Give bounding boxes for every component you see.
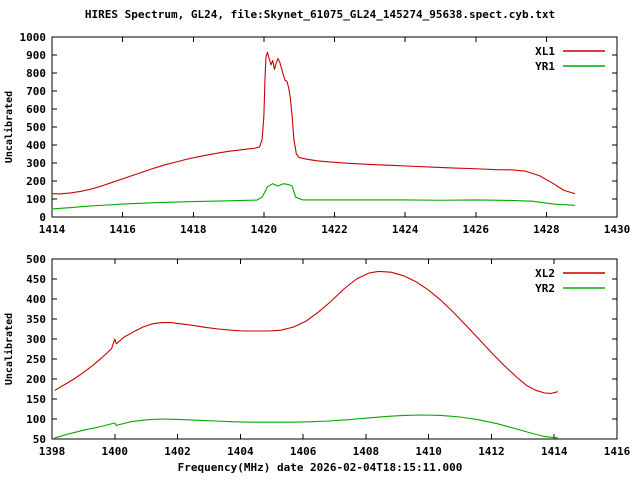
y-tick-label: 900 <box>26 49 46 62</box>
y-tick-label: 100 <box>26 193 46 206</box>
legend-label-xl1: XL1 <box>535 45 555 58</box>
y-tick-label: 50 <box>33 433 46 446</box>
y-tick-label: 150 <box>26 393 46 406</box>
x-tick-label: 1402 <box>164 445 191 458</box>
series-line-yr1 <box>51 183 576 210</box>
y-tick-label: 300 <box>26 157 46 170</box>
y-tick-label: 700 <box>26 85 46 98</box>
panel-bottom: 1398 1400 1402 1404 1406 1408 1410 1412 1414 1416… <box>26 253 630 458</box>
y-tick-label: 450 <box>26 273 46 286</box>
y-tick-label: 0 <box>39 211 46 224</box>
x-tick-label: 1430 <box>604 223 631 236</box>
y-tick-label: 350 <box>26 313 46 326</box>
y-axis-label-top: Uncalibrated <box>4 90 15 164</box>
y-tick-label: 800 <box>26 67 46 80</box>
y-tick-label: 250 <box>26 353 46 366</box>
plot-frame <box>51 36 618 218</box>
legend-label-yr1: YR1 <box>535 60 555 73</box>
x-tick-label: 1398 <box>39 445 66 458</box>
y-tick-label: 600 <box>26 103 46 116</box>
legend-label-yr2: YR2 <box>535 282 555 295</box>
x-tick-label: 1414 <box>39 223 66 236</box>
x-tick-label: 1420 <box>251 223 278 236</box>
x-tick-label: 1428 <box>533 223 560 236</box>
x-tick-label: 1406 <box>290 445 317 458</box>
y-tick-label: 300 <box>26 333 46 346</box>
x-tick-label: 1422 <box>321 223 348 236</box>
legend-label-xl2: XL2 <box>535 267 555 280</box>
panel-top: 1414 1416 1418 1420 1422 1424 1426 1428 1430 0 100… <box>20 31 631 236</box>
x-tick-label: 1418 <box>180 223 207 236</box>
x-tick-label: 1412 <box>478 445 505 458</box>
y-tick-label: 500 <box>26 121 46 134</box>
y-axis-label-bottom: Uncalibrated <box>4 312 15 386</box>
x-tick-label: 1426 <box>463 223 490 236</box>
page-title: HIRES Spectrum, GL24, file:Skynet_61075_… <box>84 8 556 21</box>
plot-frame <box>51 258 618 440</box>
x-tick-label: 1408 <box>353 445 380 458</box>
x-tick-label: 1416 <box>604 445 631 458</box>
x-tick-label: 1416 <box>109 223 136 236</box>
y-tick-label: 400 <box>26 139 46 152</box>
series-line-xl2 <box>54 270 558 394</box>
x-tick-label: 1400 <box>102 445 129 458</box>
x-tick-label: 1424 <box>392 223 419 236</box>
x-tick-label: 1404 <box>227 445 254 458</box>
y-tick-label: 500 <box>26 253 46 266</box>
x-tick-label: 1410 <box>415 445 442 458</box>
y-tick-label: 200 <box>26 373 46 386</box>
y-tick-label: 1000 <box>20 31 47 44</box>
y-tick-label: 100 <box>26 413 46 426</box>
series-line-yr2 <box>54 414 558 439</box>
x-tick-label: 1414 <box>541 445 568 458</box>
y-tick-label: 200 <box>26 175 46 188</box>
x-axis-label: Frequency(MHz) date 2026-02-04T18:15:11.… <box>177 461 463 474</box>
series-line-xl1 <box>51 51 576 195</box>
y-tick-label: 400 <box>26 293 46 306</box>
